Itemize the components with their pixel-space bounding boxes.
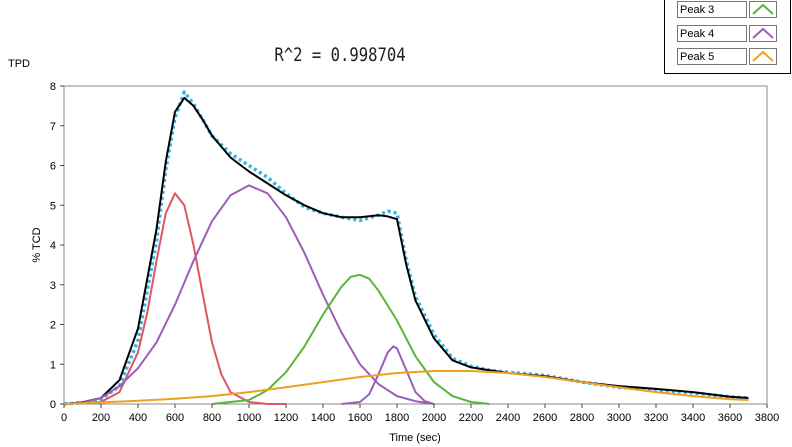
legend-swatch-icon: [752, 3, 774, 15]
legend-swatch-peak-5: [749, 48, 777, 65]
x-tick-label: 800: [203, 412, 221, 424]
curves-layer: [63, 90, 749, 406]
x-tick-label: 1800: [385, 412, 409, 424]
series-line-1: [63, 96, 749, 405]
x-axis-ticks: 0 200 400 600 800 1000 1200 1400 1600 1800 2000 220…: [61, 404, 779, 424]
x-tick-label: 600: [166, 412, 184, 424]
x-tick-label: 1600: [348, 412, 372, 424]
legend-item-peak-3: Peak 3: [677, 1, 777, 18]
y-tick-label: 6: [50, 161, 56, 173]
y-tick-label: 3: [50, 280, 56, 292]
legend-swatch-peak-3: [749, 1, 777, 18]
x-tick-label: 1400: [311, 412, 335, 424]
x-tick-label: 200: [92, 412, 110, 424]
y-tick-label: 1: [50, 359, 56, 371]
x-tick-label: 2400: [496, 412, 520, 424]
legend-label: Peak 4: [677, 25, 747, 42]
y-tick-label: 4: [50, 240, 56, 252]
x-tick-label: 1200: [274, 412, 298, 424]
x-tick-label: 2800: [570, 412, 594, 424]
series-line-3: [63, 184, 435, 405]
x-tick-label: 3800: [755, 412, 779, 424]
x-tick-label: 400: [129, 412, 147, 424]
x-axis-label: Time (sec): [389, 432, 441, 444]
series-line-6: [63, 370, 749, 405]
x-tick-label: 2000: [422, 412, 446, 424]
x-tick-label: 2600: [533, 412, 557, 424]
series-line-2: [63, 192, 286, 405]
y-tick-label: 8: [50, 81, 56, 93]
x-tick-label: 2200: [459, 412, 483, 424]
y-tick-label: 7: [50, 121, 56, 133]
legend-label: Peak 5: [677, 48, 747, 65]
legend-item-peak-5: Peak 5: [677, 48, 777, 65]
y-tick-label: 2: [50, 320, 56, 332]
series-line-0: [63, 90, 749, 406]
y-axis-ticks: 0 1 2 3 4 5 6 7 8: [50, 81, 64, 411]
x-tick-label: 3400: [681, 412, 705, 424]
y-axis-label: % TCD: [31, 227, 43, 262]
y-tick-label: 5: [50, 200, 56, 212]
x-tick-label: 0: [61, 412, 67, 424]
x-tick-label: 3200: [644, 412, 668, 424]
y-tick-label: 0: [50, 399, 56, 411]
x-tick-label: 3000: [607, 412, 631, 424]
series-line-4: [211, 273, 490, 405]
x-tick-label: 1000: [237, 412, 261, 424]
legend-label: Peak 3: [677, 1, 747, 18]
x-tick-label: 3600: [718, 412, 742, 424]
series-line-5: [341, 345, 435, 405]
legend-swatch-icon: [752, 50, 774, 62]
legend-item-peak-4: Peak 4: [677, 25, 777, 42]
legend-swatch-icon: [752, 27, 774, 39]
legend: Peak 3 Peak 4 Peak 5: [664, 0, 791, 74]
legend-swatch-peak-4: [749, 25, 777, 42]
chart-title: R^2 = 0.998704: [274, 44, 406, 66]
corner-label: TPD: [8, 58, 30, 70]
